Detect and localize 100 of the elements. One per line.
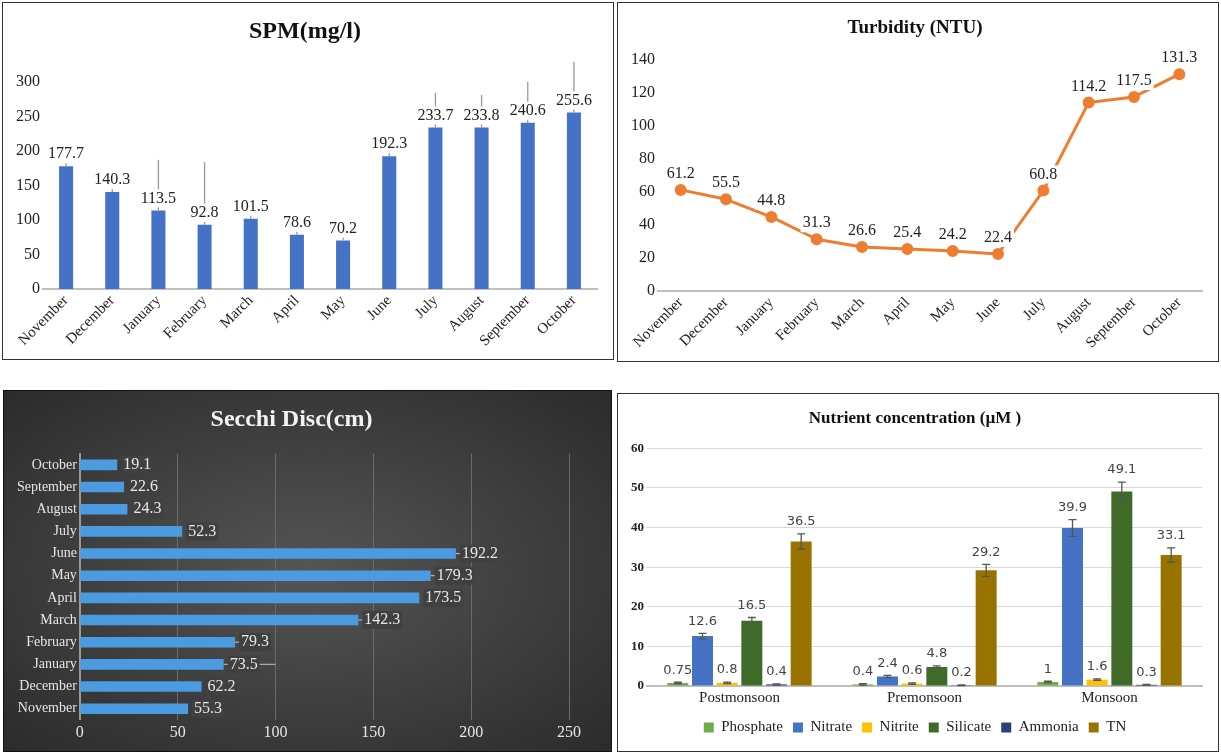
data-label: 52.3	[188, 521, 217, 539]
y-tick-label: February	[26, 633, 77, 649]
x-tick-label: July	[1019, 293, 1049, 323]
data-label: 0.2	[951, 664, 972, 680]
legend-label: Ammonia	[1018, 718, 1080, 735]
data-label: 22.4	[984, 228, 1012, 246]
y-tick-label: 20	[639, 248, 655, 266]
data-label: 33.1	[1156, 527, 1186, 543]
y-tick-label: June	[51, 545, 77, 561]
legend-label: Nitrite	[879, 718, 920, 735]
data-label: 29.2	[971, 543, 1001, 559]
x-tick-label: Postmonsoon	[699, 688, 781, 705]
y-tick-label: 140	[631, 50, 655, 67]
data-label: 0.75	[663, 661, 693, 677]
data-label: 70.2	[329, 218, 358, 236]
y-tick-label: 250	[16, 106, 40, 124]
data-label: 140.3	[94, 170, 131, 188]
x-tick-label: Monsoon	[1081, 688, 1139, 705]
data-label: 233.8	[463, 105, 500, 123]
y-tick-label: 200	[16, 141, 40, 159]
y-tick-label: 50	[24, 244, 40, 262]
data-label: 0.6	[901, 662, 923, 678]
chart-title: Turbidity (NTU)	[847, 16, 983, 39]
data-label: 12.6	[688, 612, 717, 628]
data-label: 19.1	[123, 455, 152, 473]
data-label: 4.8	[926, 645, 948, 661]
x-tick-label: 150	[361, 722, 386, 740]
x-tick-label: June	[972, 293, 1004, 325]
x-tick-label: 50	[169, 722, 186, 740]
data-label: 55.3	[194, 698, 223, 716]
y-tick-label: November	[17, 700, 78, 716]
data-label: 24.2	[938, 225, 967, 243]
data-label: 179.3	[436, 565, 473, 583]
data-label: 49.1	[1107, 461, 1137, 477]
data-label: 25.4	[893, 223, 922, 241]
legend-label: TN	[1106, 718, 1127, 735]
x-tick-label: May	[926, 293, 958, 325]
y-tick-label: December	[19, 678, 78, 694]
x-tick-label: July	[411, 291, 441, 321]
data-label: 1	[1043, 660, 1052, 676]
x-tick-label: 200	[459, 722, 484, 740]
y-tick-label: 300	[16, 72, 40, 89]
y-tick-label: October	[31, 456, 78, 472]
data-label: 79.3	[241, 632, 270, 650]
y-tick-label: 40	[639, 215, 655, 233]
data-label: 113.5	[140, 188, 177, 206]
data-label: 1.6	[1086, 658, 1108, 674]
data-label: 177.7	[48, 144, 85, 162]
y-tick-label: 150	[16, 175, 40, 193]
y-tick-label: 100	[16, 210, 40, 228]
data-label: 39.9	[1058, 499, 1087, 515]
y-tick-label: 30	[631, 558, 644, 574]
x-tick-label: 250	[557, 722, 581, 740]
data-label: 233.7	[417, 105, 454, 123]
chart-title: SPM(mg/l)	[249, 16, 361, 43]
legend-label: Phosphate	[721, 718, 784, 735]
x-tick-label: May	[317, 291, 349, 323]
data-label: 192.3	[371, 134, 408, 152]
x-tick-label: 100	[263, 722, 288, 740]
data-label: 60.8	[1029, 164, 1058, 182]
data-label: 240.6	[509, 101, 546, 119]
y-tick-label: 60	[639, 182, 655, 200]
data-label: 61.2	[666, 164, 695, 182]
legend-label: Nitrate	[810, 718, 853, 735]
y-tick-label: 100	[631, 116, 655, 134]
data-label: 192.2	[461, 543, 498, 561]
x-tick-label: June	[363, 291, 395, 323]
y-tick-label: 120	[631, 83, 655, 101]
data-label: 0.4	[852, 663, 874, 678]
y-tick-label: April	[47, 589, 77, 605]
y-tick-label: 60	[631, 439, 644, 455]
data-label: 117.5	[1116, 71, 1152, 89]
y-tick-label: 40	[631, 518, 644, 534]
x-tick-label: Premonsoon	[887, 688, 963, 705]
data-label: 0.3	[1136, 663, 1157, 679]
data-label: 31.3	[802, 213, 831, 231]
y-tick-label: 0	[637, 677, 644, 693]
data-label: 62.2	[207, 676, 236, 694]
y-tick-label: August	[36, 500, 77, 516]
data-label: 78.6	[282, 212, 311, 230]
data-label: 55.5	[712, 173, 740, 191]
data-label: 0.8	[716, 661, 738, 677]
legend-label: Silicate	[946, 718, 992, 735]
data-label: 131.3	[1161, 48, 1198, 66]
data-label: 0.4	[766, 663, 787, 679]
y-tick-label: May	[51, 567, 77, 583]
data-label: 173.5	[425, 588, 462, 606]
y-tick-label: 10	[631, 637, 644, 653]
y-tick-label: 20	[631, 598, 644, 614]
data-label: 2.4	[877, 654, 898, 670]
y-tick-label: 0	[32, 279, 40, 297]
data-label: 24.3	[133, 499, 162, 517]
data-label: 114.2	[1070, 76, 1107, 94]
data-label: 44.8	[757, 191, 786, 209]
data-label: 92.8	[190, 203, 219, 221]
data-label: 142.3	[364, 610, 401, 628]
y-tick-label: September	[16, 478, 78, 494]
data-label: 73.5	[229, 654, 258, 672]
y-tick-label: 50	[631, 479, 644, 495]
chart-title: Secchi Disc(cm)	[210, 404, 373, 431]
